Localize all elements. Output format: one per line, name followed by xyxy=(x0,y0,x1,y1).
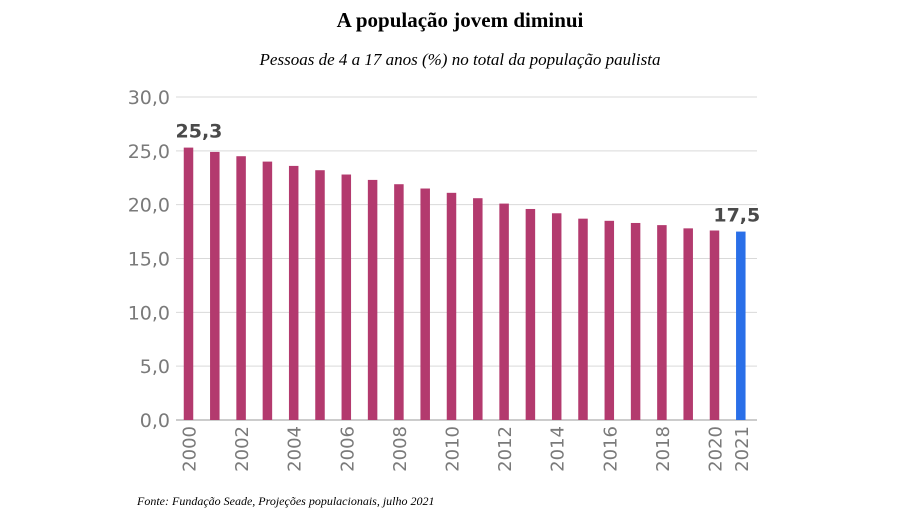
x-tick-label: 2006 xyxy=(337,426,358,472)
bar xyxy=(683,228,693,420)
bar xyxy=(183,147,194,420)
chart-title: A população jovem diminui xyxy=(336,8,584,32)
source-note: Fonte: Fundação Seade, Projeções populac… xyxy=(137,494,435,508)
y-tick-label: 20,0 xyxy=(128,195,170,217)
bar xyxy=(551,213,562,420)
x-tick-label: 2000 xyxy=(180,426,201,472)
bar xyxy=(394,184,404,420)
bar xyxy=(210,151,220,420)
bar xyxy=(630,222,641,420)
data-label: 25,3 xyxy=(176,121,223,143)
bar xyxy=(288,165,299,420)
y-tick-label: 5,0 xyxy=(140,356,170,378)
x-tick-label: 2002 xyxy=(232,426,253,472)
x-tick-label: 2014 xyxy=(548,426,569,472)
bar xyxy=(709,230,720,420)
bar xyxy=(525,208,536,420)
bar xyxy=(473,198,483,420)
x-tick-label: 2018 xyxy=(653,426,674,472)
bar xyxy=(236,156,246,420)
bar xyxy=(367,179,378,420)
x-tick-label: 2012 xyxy=(495,426,516,472)
x-tick-label: 2010 xyxy=(443,426,464,472)
bar xyxy=(499,203,509,420)
y-tick-label: 25,0 xyxy=(128,141,170,163)
bar xyxy=(446,192,457,420)
y-tick-label: 15,0 xyxy=(128,249,170,271)
x-tick-label: 2016 xyxy=(600,426,621,472)
bar xyxy=(604,220,615,420)
x-tick-label: 2020 xyxy=(706,426,727,472)
y-tick-label: 0,0 xyxy=(140,410,170,432)
bar xyxy=(657,225,667,420)
x-tick-label: 2021 xyxy=(732,426,753,472)
chart-subtitle: Pessoas de 4 a 17 anos (%) no total da p… xyxy=(259,50,661,69)
y-tick-label: 10,0 xyxy=(128,302,170,324)
x-tick-label: 2004 xyxy=(285,426,306,472)
bar xyxy=(315,170,325,420)
data-label: 17,5 xyxy=(713,205,760,227)
x-tick-label: 2008 xyxy=(390,426,411,472)
bar xyxy=(736,231,746,420)
bar xyxy=(420,188,430,420)
bar xyxy=(578,218,588,420)
bar xyxy=(262,161,273,420)
bar xyxy=(341,174,352,420)
y-tick-label: 30,0 xyxy=(128,87,170,109)
